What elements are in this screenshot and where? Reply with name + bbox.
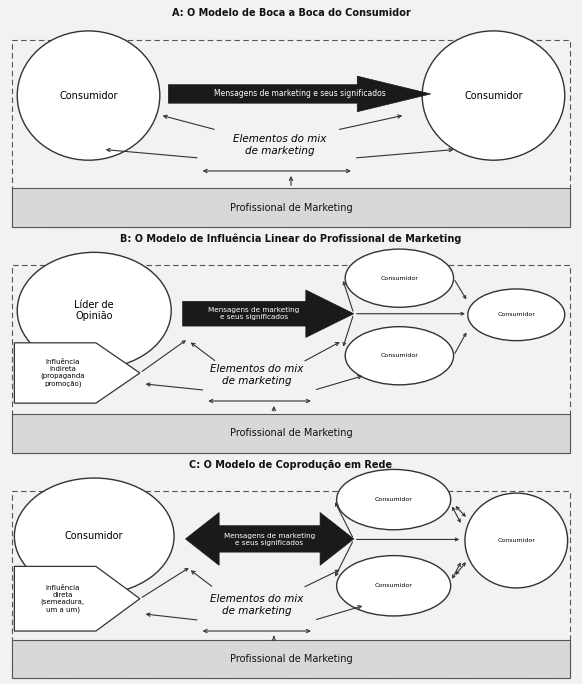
Text: Elementos do mix
de marketing: Elementos do mix de marketing xyxy=(210,365,303,386)
Text: Consumidor: Consumidor xyxy=(498,538,535,543)
Polygon shape xyxy=(186,512,354,565)
Ellipse shape xyxy=(336,469,450,529)
Bar xyxy=(12,491,570,679)
Text: Profissional de Marketing: Profissional de Marketing xyxy=(230,654,352,664)
Ellipse shape xyxy=(468,289,565,341)
Text: A: O Modelo de Boca a Boca do Consumidor: A: O Modelo de Boca a Boca do Consumidor xyxy=(172,8,410,18)
Text: C: O Modelo de Coprodução em Rede: C: O Modelo de Coprodução em Rede xyxy=(189,460,393,470)
Text: Consumidor: Consumidor xyxy=(65,531,123,541)
Text: Mensagens de marketing e seus significados: Mensagens de marketing e seus significad… xyxy=(214,90,385,98)
Bar xyxy=(12,40,570,227)
Text: Elementos do mix
de marketing: Elementos do mix de marketing xyxy=(210,594,303,616)
Text: Profissional de Marketing: Profissional de Marketing xyxy=(230,428,352,438)
Ellipse shape xyxy=(345,327,453,385)
Polygon shape xyxy=(168,76,431,111)
Ellipse shape xyxy=(17,31,160,160)
Text: Consumidor: Consumidor xyxy=(375,583,413,588)
Polygon shape xyxy=(15,343,140,403)
Ellipse shape xyxy=(17,252,171,369)
Text: Líder de
Opinião: Líder de Opinião xyxy=(74,300,114,321)
Text: Consumidor: Consumidor xyxy=(381,276,418,280)
Text: Profissional de Marketing: Profissional de Marketing xyxy=(230,202,352,213)
Bar xyxy=(12,188,570,227)
Text: Consumidor: Consumidor xyxy=(59,90,118,101)
Bar xyxy=(12,265,570,453)
Text: Consumidor: Consumidor xyxy=(464,90,523,101)
Text: B: O Modelo de Influência Linear do Profissional de Marketing: B: O Modelo de Influência Linear do Prof… xyxy=(120,234,462,244)
Text: Consumidor: Consumidor xyxy=(381,353,418,358)
Ellipse shape xyxy=(336,555,450,616)
Text: Mensagens de marketing
e seus significados: Mensagens de marketing e seus significad… xyxy=(223,533,315,546)
Ellipse shape xyxy=(15,478,174,594)
Text: Elementos do mix
de marketing: Elementos do mix de marketing xyxy=(233,134,327,156)
Text: Consumidor: Consumidor xyxy=(498,313,535,317)
Bar xyxy=(12,640,570,679)
Polygon shape xyxy=(183,290,354,337)
Ellipse shape xyxy=(422,31,565,160)
Ellipse shape xyxy=(465,493,567,588)
Bar xyxy=(12,414,570,453)
Text: Mensagens de marketing
e seus significados: Mensagens de marketing e seus significad… xyxy=(208,307,300,320)
Text: Influência
direta
(semeadura,
um a um): Influência direta (semeadura, um a um) xyxy=(41,585,85,613)
Ellipse shape xyxy=(345,249,453,307)
Text: Influência
Indireta
(propaganda
promoção): Influência Indireta (propaganda promoção… xyxy=(41,359,85,387)
Text: Consumidor: Consumidor xyxy=(375,497,413,502)
Polygon shape xyxy=(15,566,140,631)
